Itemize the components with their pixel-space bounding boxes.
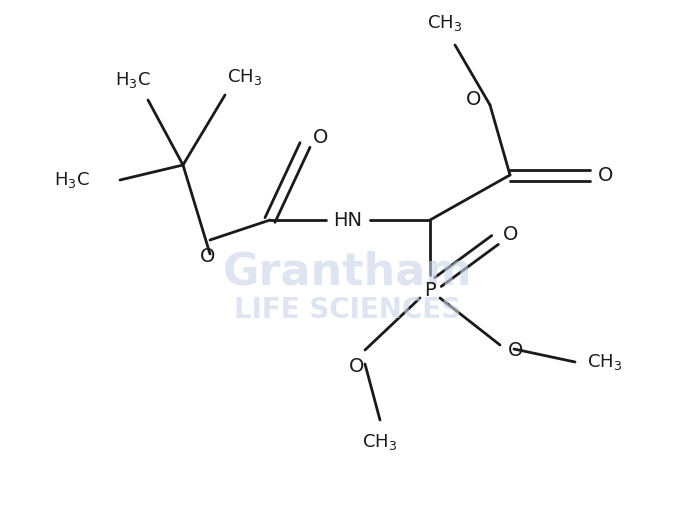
Text: O: O	[349, 357, 365, 375]
Text: HN: HN	[333, 211, 363, 229]
Text: CH$_3$: CH$_3$	[427, 13, 463, 33]
Text: CH$_3$: CH$_3$	[587, 352, 623, 372]
Text: H$_3$C: H$_3$C	[54, 170, 90, 190]
Text: P: P	[424, 280, 436, 300]
Text: CH$_3$: CH$_3$	[363, 432, 397, 452]
Text: H$_3$C: H$_3$C	[115, 70, 151, 90]
Text: Grantham: Grantham	[223, 251, 473, 293]
Text: O: O	[599, 165, 614, 185]
Text: LIFE SCIENCES: LIFE SCIENCES	[235, 296, 461, 324]
Text: CH$_3$: CH$_3$	[228, 67, 262, 87]
Text: O: O	[466, 89, 482, 109]
Text: O: O	[508, 342, 523, 360]
Text: O: O	[503, 225, 519, 243]
Text: O: O	[200, 246, 216, 266]
Text: O: O	[313, 127, 329, 147]
